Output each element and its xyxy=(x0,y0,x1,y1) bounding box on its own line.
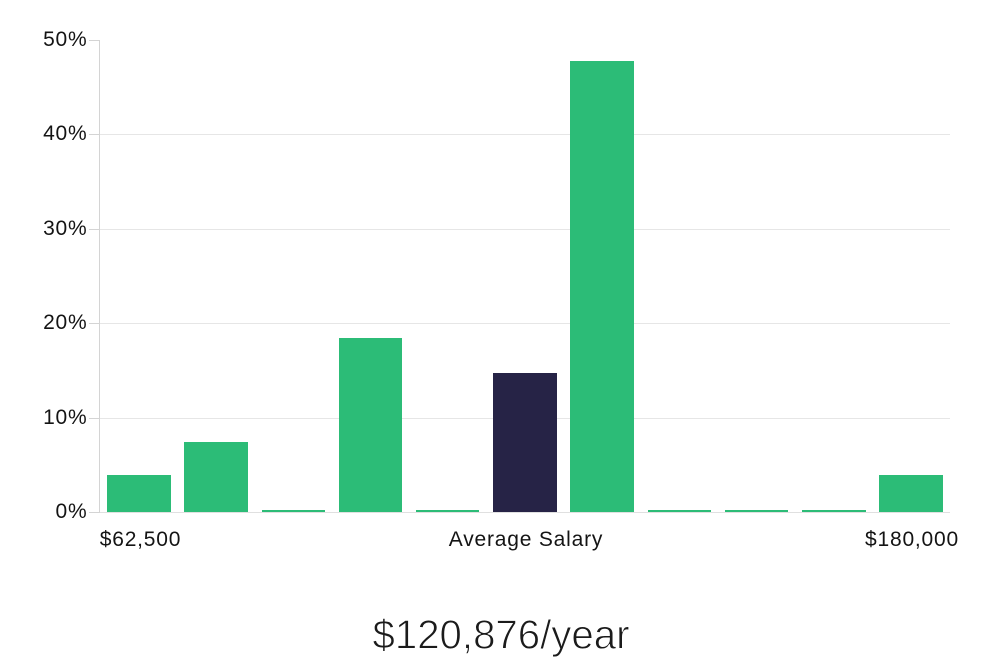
svg-text:$120,876/year: $120,876/year xyxy=(373,611,630,657)
